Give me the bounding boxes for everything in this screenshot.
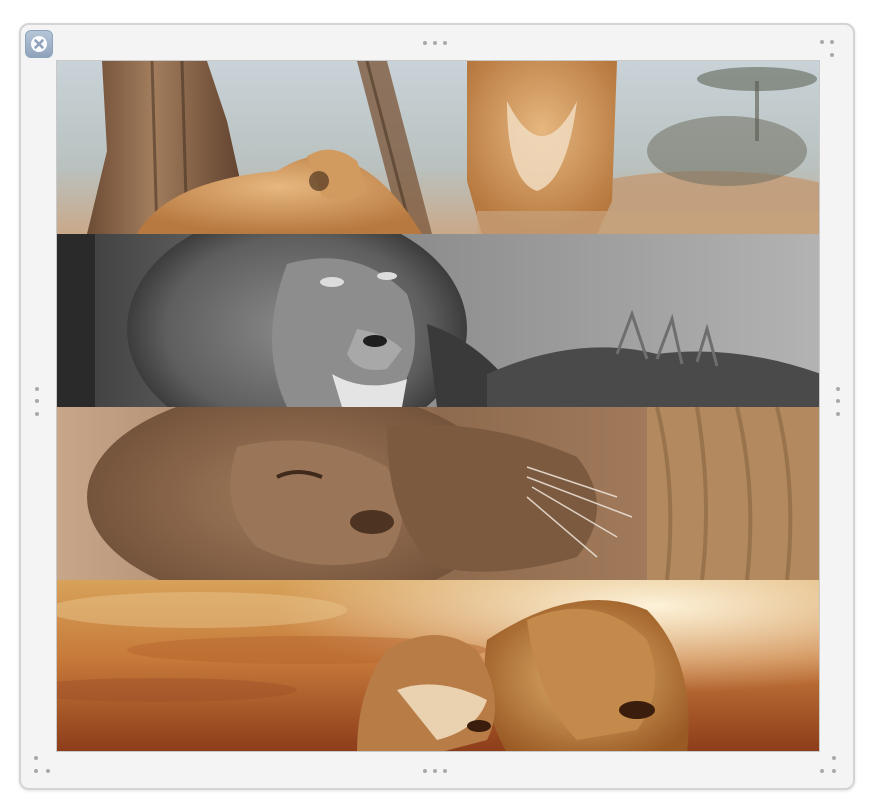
resize-handle-top-right[interactable] xyxy=(818,38,842,60)
close-button[interactable] xyxy=(25,30,53,58)
resize-handle-bottom-right[interactable] xyxy=(818,754,842,776)
resize-handle-top[interactable] xyxy=(420,38,460,48)
resize-handle-bottom-left[interactable] xyxy=(32,754,56,776)
lion-grayscale-strip xyxy=(57,234,819,407)
resize-handle-bottom[interactable] xyxy=(420,766,460,776)
resize-handle-right[interactable] xyxy=(833,384,843,424)
resize-handle-left[interactable] xyxy=(32,384,42,424)
lions-nuzzling-strip xyxy=(57,407,819,580)
lioness-tree-strip xyxy=(57,61,819,234)
lion-collage-image xyxy=(56,60,820,752)
lion-pair-sunset-strip xyxy=(57,580,819,751)
close-icon xyxy=(31,36,47,52)
